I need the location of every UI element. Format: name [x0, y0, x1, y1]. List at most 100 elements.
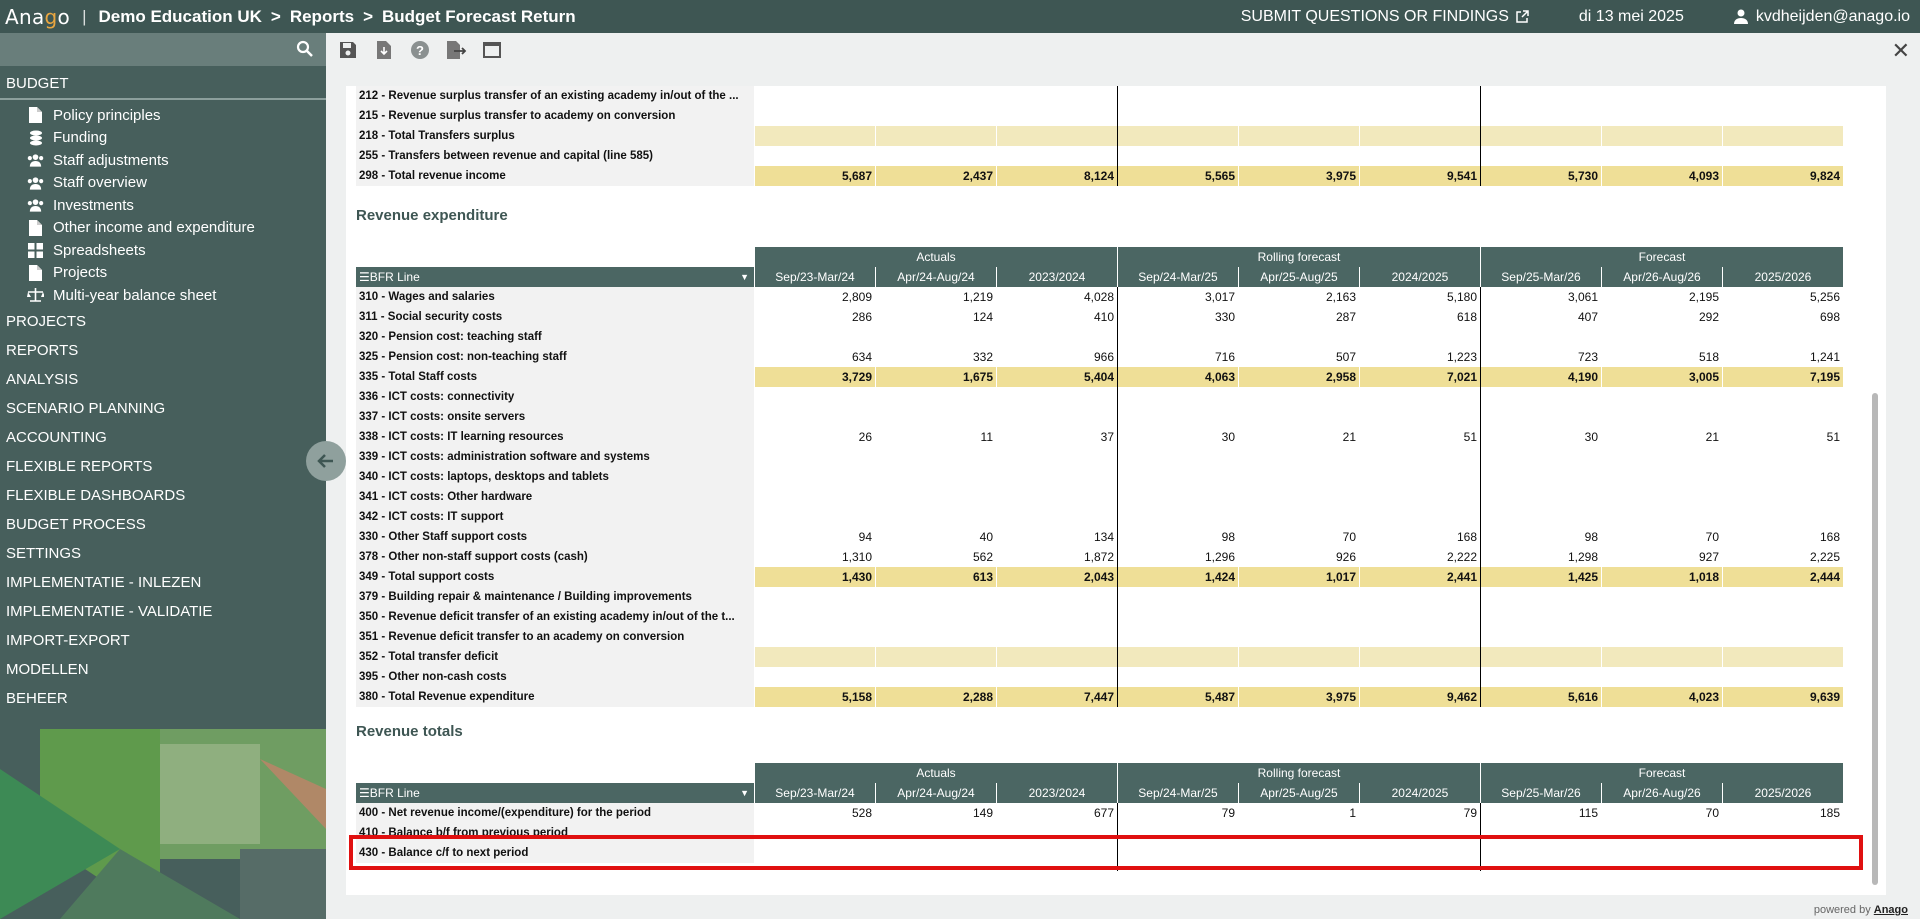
anago-logo[interactable]: Anago	[5, 4, 71, 29]
table-cell[interactable]	[1117, 126, 1238, 146]
table-cell[interactable]	[1359, 507, 1480, 527]
table-cell[interactable]	[996, 843, 1117, 863]
table-cell[interactable]	[1117, 86, 1238, 106]
table-cell[interactable]	[1359, 146, 1480, 166]
table-cell[interactable]	[875, 587, 996, 607]
table-cell[interactable]: 3,729	[754, 367, 875, 387]
table-cell[interactable]	[1601, 843, 1722, 863]
table-cell[interactable]	[996, 387, 1117, 407]
column-header[interactable]: Apr/25-Aug/25	[1238, 783, 1359, 803]
sidebar-item-other-income-and-expenditure[interactable]: Other income and expenditure	[0, 217, 326, 240]
table-cell[interactable]	[1359, 447, 1480, 467]
table-cell[interactable]: 2,288	[875, 687, 996, 707]
table-cell[interactable]: 7,021	[1359, 367, 1480, 387]
column-header[interactable]: Sep/24-Mar/25	[1117, 267, 1238, 287]
nav-flexible-dashboards[interactable]: FLEXIBLE DASHBOARDS	[6, 486, 186, 504]
table-cell[interactable]	[754, 126, 875, 146]
table-cell[interactable]: 2,163	[1238, 287, 1359, 307]
table-cell[interactable]	[875, 387, 996, 407]
table-cell[interactable]: 51	[1359, 427, 1480, 447]
column-header[interactable]: Sep/23-Mar/24	[754, 267, 875, 287]
table-cell[interactable]	[1601, 627, 1722, 647]
table-cell[interactable]	[1359, 387, 1480, 407]
table-cell[interactable]	[1722, 647, 1843, 667]
table-cell[interactable]	[754, 487, 875, 507]
dropdown-arrow-icon[interactable]: ▼	[740, 272, 749, 282]
table-cell[interactable]	[754, 327, 875, 347]
nav-import-export[interactable]: IMPORT-EXPORT	[6, 631, 130, 649]
table-cell[interactable]	[1480, 447, 1601, 467]
table-cell[interactable]	[754, 447, 875, 467]
table-cell[interactable]: 9,462	[1359, 687, 1480, 707]
table-cell[interactable]: 98	[1480, 527, 1601, 547]
table-cell[interactable]: 3,061	[1480, 287, 1601, 307]
table-cell[interactable]	[1480, 587, 1601, 607]
table-cell[interactable]	[996, 106, 1117, 126]
column-header[interactable]: Apr/26-Aug/26	[1601, 783, 1722, 803]
nav-reports[interactable]: REPORTS	[6, 341, 79, 359]
table-cell[interactable]: 716	[1117, 347, 1238, 367]
table-cell[interactable]	[875, 627, 996, 647]
table-cell[interactable]: 1,298	[1480, 547, 1601, 567]
table-cell[interactable]	[1722, 126, 1843, 146]
table-cell[interactable]	[1238, 106, 1359, 126]
nav-scenario-planning[interactable]: SCENARIO PLANNING	[6, 399, 166, 417]
save-button[interactable]	[336, 38, 360, 62]
user-menu[interactable]: kvdheijden@anago.io	[1733, 8, 1910, 26]
table-cell[interactable]: 528	[754, 803, 875, 823]
table-cell[interactable]	[1722, 146, 1843, 166]
table-cell[interactable]: 8,124	[996, 166, 1117, 186]
table-cell[interactable]: 723	[1480, 347, 1601, 367]
table-cell[interactable]	[1359, 106, 1480, 126]
table-cell[interactable]	[1601, 327, 1722, 347]
table-cell[interactable]: 4,023	[1601, 687, 1722, 707]
table-cell[interactable]: 613	[875, 567, 996, 587]
table-cell[interactable]	[1238, 467, 1359, 487]
table-cell[interactable]	[1601, 106, 1722, 126]
sidebar-item-multi-year-balance-sheet[interactable]: Multi-year balance sheet	[0, 284, 326, 307]
nav-beheer[interactable]: BEHEER	[6, 689, 68, 707]
table-cell[interactable]	[1359, 467, 1480, 487]
table-cell[interactable]	[1480, 487, 1601, 507]
table-cell[interactable]	[1722, 587, 1843, 607]
column-header[interactable]: Apr/24-Aug/24	[875, 267, 996, 287]
table-cell[interactable]: 4,093	[1601, 166, 1722, 186]
window-button[interactable]	[480, 38, 504, 62]
table-cell[interactable]: 634	[754, 347, 875, 367]
table-cell[interactable]: 507	[1238, 347, 1359, 367]
table-cell[interactable]	[1480, 607, 1601, 627]
table-cell[interactable]	[875, 667, 996, 687]
column-header[interactable]: Sep/23-Mar/24	[754, 783, 875, 803]
bfr-line-column-header[interactable]: ☰BFR Line ▼	[356, 783, 754, 803]
table-cell[interactable]	[1238, 587, 1359, 607]
table-cell[interactable]	[754, 387, 875, 407]
table-cell[interactable]: 2,444	[1722, 567, 1843, 587]
table-cell[interactable]: 1	[1238, 803, 1359, 823]
nav-flexible-reports[interactable]: FLEXIBLE REPORTS	[6, 457, 153, 475]
table-cell[interactable]	[875, 86, 996, 106]
table-cell[interactable]	[1480, 647, 1601, 667]
table-cell[interactable]: 21	[1601, 427, 1722, 447]
table-cell[interactable]: 124	[875, 307, 996, 327]
table-cell[interactable]: 1,219	[875, 287, 996, 307]
table-cell[interactable]: 115	[1480, 803, 1601, 823]
table-cell[interactable]	[1722, 843, 1843, 863]
breadcrumb-organization[interactable]: Demo Education UK	[98, 6, 262, 26]
table-cell[interactable]: 9,639	[1722, 687, 1843, 707]
table-cell[interactable]: 51	[1722, 427, 1843, 447]
table-cell[interactable]	[1117, 587, 1238, 607]
table-cell[interactable]	[1601, 407, 1722, 427]
table-cell[interactable]	[875, 106, 996, 126]
table-cell[interactable]: 3,005	[1601, 367, 1722, 387]
table-cell[interactable]	[1238, 387, 1359, 407]
table-cell[interactable]: 292	[1601, 307, 1722, 327]
table-cell[interactable]: 2,195	[1601, 287, 1722, 307]
table-cell[interactable]: 410	[996, 307, 1117, 327]
table-cell[interactable]	[1117, 146, 1238, 166]
table-cell[interactable]	[1480, 467, 1601, 487]
table-cell[interactable]: 3,975	[1238, 687, 1359, 707]
table-cell[interactable]	[1117, 487, 1238, 507]
sidebar-item-staff-overview[interactable]: Staff overview	[0, 172, 326, 195]
table-cell[interactable]	[1117, 627, 1238, 647]
table-cell[interactable]	[1480, 106, 1601, 126]
